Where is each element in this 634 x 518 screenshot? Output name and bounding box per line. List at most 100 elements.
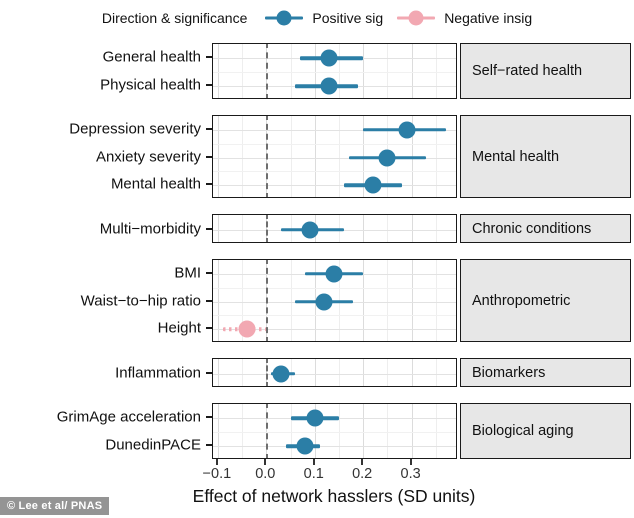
- facet-strip: Chronic conditions: [460, 214, 631, 243]
- gridline: [411, 215, 413, 242]
- key-dot: [276, 10, 292, 26]
- gridline: [314, 359, 316, 386]
- x-tick: [215, 459, 218, 465]
- y-axis-labels: GrimAge acceleration DunedinPACE: [0, 403, 212, 459]
- facet-strip-label: Anthropometric: [472, 292, 571, 309]
- zero-reference-line: [266, 260, 269, 341]
- row-label: Multi−morbidity: [99, 220, 201, 237]
- row-label: GrimAge acceleration: [56, 408, 201, 426]
- gridline: [314, 116, 316, 197]
- point-estimate: [238, 320, 256, 338]
- y-axis-labels: General health Physical health: [0, 43, 212, 99]
- y-tick: [206, 84, 212, 86]
- row-label: Mental health: [110, 175, 201, 193]
- y-tick: [206, 416, 212, 418]
- y-tick: [206, 56, 212, 58]
- legend-item-negative-insig: Negative insig: [397, 10, 532, 26]
- gridline: [338, 359, 340, 386]
- gridline: [213, 157, 456, 159]
- zero-reference-line: [266, 404, 269, 458]
- point-estimate: [398, 121, 416, 139]
- x-tick: [409, 459, 412, 465]
- legend-label-positive-sig: Positive sig: [312, 10, 384, 26]
- gridline: [411, 359, 413, 386]
- point-estimate: [364, 176, 382, 194]
- x-tick-label: 0.0: [255, 466, 276, 482]
- gridline: [387, 359, 389, 386]
- row-label: DunedinPACE: [105, 436, 201, 454]
- point-estimate: [301, 221, 319, 238]
- row-label: Physical health: [100, 76, 201, 94]
- facet-strip: Self−rated health: [460, 43, 631, 99]
- x-tick: [264, 459, 267, 465]
- gridline: [411, 44, 413, 98]
- panel-group: Inflammation Biomarkers: [0, 358, 634, 387]
- gridline: [213, 373, 456, 375]
- gridline: [213, 143, 456, 145]
- plot-panel: [212, 358, 457, 387]
- gridline: [363, 404, 365, 458]
- gridline: [217, 260, 219, 341]
- x-tick-label: −0.1: [202, 466, 232, 482]
- y-tick: [206, 183, 212, 186]
- legend: Direction & significance Positive sig Ne…: [0, 0, 634, 36]
- facet-strip: Biological aging: [460, 403, 631, 459]
- facet-strip: Biomarkers: [460, 358, 631, 387]
- legend-label-negative-insig: Negative insig: [444, 10, 533, 26]
- gridline: [314, 404, 316, 458]
- gridline: [435, 260, 437, 341]
- gridline: [242, 116, 244, 197]
- facet-strip-label: Chronic conditions: [472, 220, 592, 237]
- y-tick: [206, 227, 212, 230]
- point-estimate: [320, 77, 338, 95]
- panel-group: GrimAge acceleration DunedinPACE Biologica…: [0, 403, 634, 459]
- gridline: [435, 116, 437, 197]
- plot-panel: [212, 115, 457, 198]
- gridline: [435, 44, 437, 98]
- legend-title: Direction & significance: [101, 10, 248, 26]
- key-dot: [408, 10, 424, 26]
- facet-strip-label: Mental health: [472, 148, 560, 165]
- gridline: [213, 185, 456, 187]
- row-label: Height: [157, 319, 201, 337]
- gridline: [411, 404, 413, 458]
- positive-sig-key-icon: [265, 10, 304, 26]
- point-estimate: [306, 409, 324, 427]
- point-estimate: [315, 293, 333, 310]
- point-estimate: [272, 365, 290, 382]
- y-tick: [206, 299, 212, 302]
- gridline: [314, 44, 316, 98]
- facet-strip: Anthropometric: [460, 259, 631, 342]
- plot-panel: [212, 214, 457, 243]
- point-estimate: [320, 49, 338, 67]
- gridline: [213, 446, 456, 447]
- gridline: [217, 44, 219, 98]
- y-tick: [206, 127, 212, 130]
- gridline: [242, 404, 244, 458]
- gridline: [213, 72, 456, 73]
- facet-strip-label: Self−rated health: [472, 63, 583, 79]
- x-tick: [361, 459, 364, 465]
- row-label: Waist−to−hip ratio: [80, 292, 201, 309]
- x-tick-label: 0.2: [352, 466, 373, 482]
- gridline: [242, 260, 244, 341]
- y-axis-labels: Inflammation: [0, 358, 212, 387]
- gridline: [242, 215, 244, 242]
- x-tick-label: 0.3: [400, 466, 421, 482]
- zero-reference-line: [266, 359, 269, 386]
- panel-group: Depression severity Anxiety severity Menta…: [0, 115, 634, 198]
- y-axis-labels: BMI Waist−to−hip ratio Height: [0, 259, 212, 342]
- gridline: [213, 329, 456, 331]
- zero-reference-line: [266, 44, 269, 98]
- gridline: [387, 404, 389, 458]
- gridline: [363, 44, 365, 98]
- gridline: [338, 44, 340, 98]
- y-tick: [206, 271, 212, 274]
- y-tick: [206, 371, 212, 374]
- x-tick-label: 0.1: [303, 466, 324, 482]
- gridline: [411, 260, 413, 341]
- gridline: [363, 215, 365, 242]
- row-label: BMI: [174, 264, 201, 282]
- gridline: [217, 404, 219, 458]
